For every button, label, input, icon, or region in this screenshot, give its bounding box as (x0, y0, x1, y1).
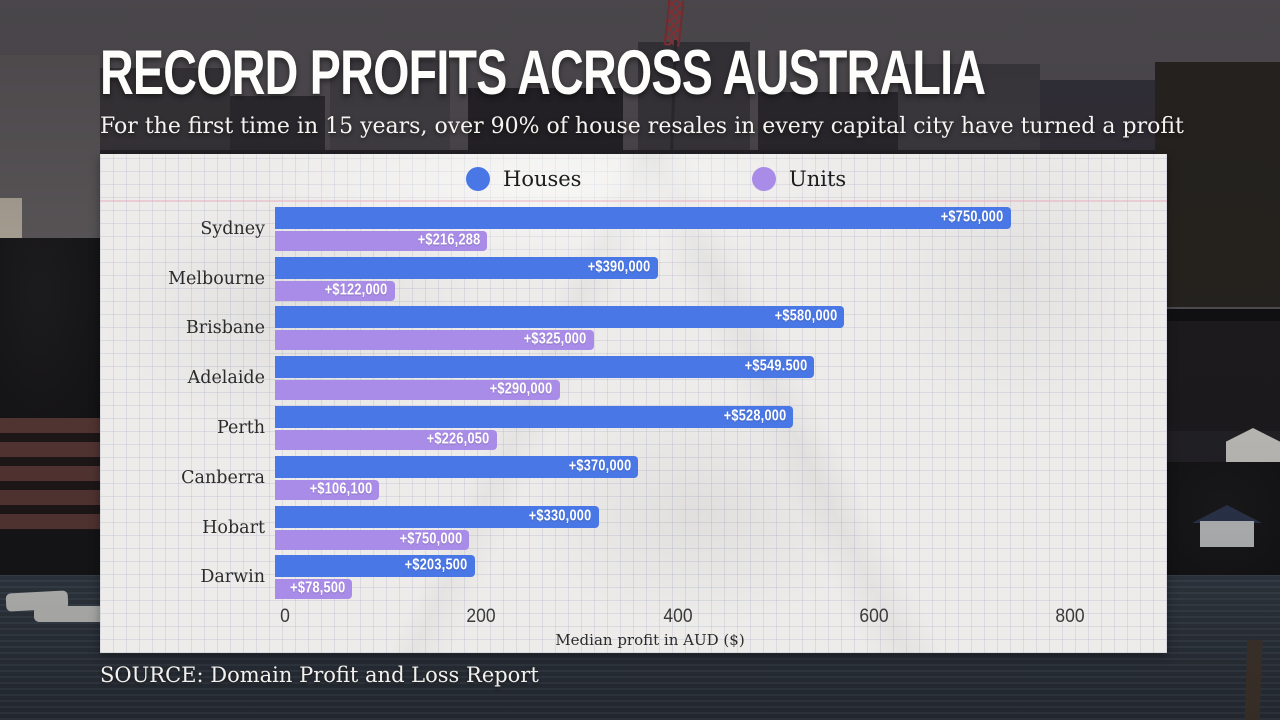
bar-houses-canberra: +$370,000 (275, 455, 639, 478)
bar-units-sydney: +$216,288 (275, 230, 488, 251)
bar-units-perth: +$226,050 (275, 430, 497, 451)
units-legend-swatch (752, 167, 776, 191)
x-tick: 800 (1055, 606, 1085, 627)
chart-rows: Sydney +$750,000 +$216,288 Melbourne +$390,0… (100, 204, 1167, 602)
city-building (330, 60, 450, 156)
city-building (230, 96, 325, 156)
city-building (100, 68, 230, 156)
bar-houses-darwin: +$203,500 (275, 555, 475, 578)
chart-row: Adelaide +$549.500 +$290,000 (100, 353, 1167, 403)
paper-margin-line (100, 200, 1167, 202)
chart-row: Perth +$528,000 +$226,050 (100, 403, 1167, 453)
city-building (468, 88, 623, 156)
category-label-perth: Perth (216, 418, 265, 439)
chart-row: Canberra +$370,000 +$106,100 (100, 453, 1167, 503)
x-tick: 200 (466, 606, 496, 627)
chart-row: Sydney +$750,000 +$216,288 (100, 204, 1167, 254)
right-pavilion (1200, 521, 1254, 547)
bar-value-label: +$390,000 (588, 258, 651, 276)
bar-houses-melbourne: +$390,000 (275, 256, 658, 279)
left-trees (0, 238, 100, 423)
units-legend-label: Units (789, 167, 847, 191)
houses-legend-label: Houses (503, 167, 582, 191)
chart-row: Melbourne +$390,000 +$122,000 (100, 254, 1167, 304)
bar-houses-adelaide: +$549.500 (275, 356, 815, 379)
bar-value-label: +$750,000 (941, 208, 1004, 226)
bar-value-label: +$122,000 (325, 281, 388, 299)
x-axis: 0 200 400 600 800 (280, 606, 1167, 630)
bar-value-label: +$549.500 (744, 357, 808, 375)
bar-units-adelaide: +$290,000 (275, 380, 560, 401)
category-label-darwin: Darwin (200, 567, 265, 588)
x-axis-label: Median profit in AUD ($) (555, 631, 745, 649)
bar-houses-brisbane: +$580,000 (275, 306, 845, 329)
category-label-canberra: Canberra (181, 467, 265, 488)
right-train-band (1155, 307, 1280, 321)
legend-item-houses: Houses (466, 167, 581, 191)
category-label-melbourne: Melbourne (168, 268, 265, 289)
city-building (638, 42, 750, 156)
bar-value-label: +$580,000 (774, 308, 838, 326)
city-building (1040, 80, 1172, 156)
bar-value-label: +$290,000 (489, 380, 553, 398)
chart-panel: Houses Units Sydney +$750,000 +$216,288 Mel… (100, 154, 1167, 653)
bar-units-darwin: +$78,500 (275, 579, 352, 600)
x-tick: 400 (662, 606, 693, 627)
bar-houses-hobart: +$330,000 (275, 505, 599, 528)
page-title: RECORD PROFITS ACROSS AUSTRALIA (100, 38, 986, 108)
subtitle: For the first time in 15 years, over 90%… (100, 114, 1184, 139)
bar-houses-sydney: +$750,000 (275, 206, 1011, 229)
right-suburb (1155, 321, 1280, 431)
x-tick: 600 (859, 606, 889, 627)
category-label-hobart: Hobart (202, 517, 265, 538)
bar-value-label: +$370,000 (568, 457, 632, 475)
bar-value-label: +$216,288 (417, 231, 481, 249)
category-label-adelaide: Adelaide (187, 368, 265, 389)
city-building (758, 92, 900, 156)
bar-value-label: +$750,000 (399, 530, 463, 548)
bar-units-melbourne: +$122,000 (275, 280, 395, 301)
chart-row: Brisbane +$580,000 +$325,000 (100, 304, 1167, 354)
source-text: SOURCE: Domain Profit and Loss Report (100, 663, 539, 687)
bar-houses-perth: +$528,000 (275, 406, 794, 429)
chart-row: Darwin +$203,500 +$78,500 (100, 553, 1167, 603)
bar-value-label: +$203,500 (405, 557, 468, 575)
category-label-brisbane: Brisbane (185, 318, 265, 339)
bar-value-label: +$78,500 (289, 580, 345, 598)
bar-value-label: +$106,100 (309, 480, 373, 498)
city-building (898, 64, 1040, 156)
bar-units-canberra: +$106,100 (275, 479, 380, 500)
category-label-sydney: Sydney (200, 218, 265, 239)
left-red-building (0, 418, 100, 538)
chart-row: Hobart +$330,000 +$750,000 (100, 503, 1167, 553)
legend-item-units: Units (752, 167, 846, 191)
boat (34, 606, 106, 622)
bar-value-label: +$528,000 (723, 407, 787, 425)
bar-value-label: +$330,000 (529, 507, 592, 525)
bar-value-label: +$226,050 (427, 430, 490, 448)
x-tick: 0 (280, 606, 290, 627)
right-lit-tower (1155, 62, 1280, 307)
bar-value-label: +$325,000 (524, 331, 587, 349)
bar-units-hobart: +$750,000 (275, 529, 470, 550)
houses-legend-swatch (466, 167, 490, 191)
bar-units-brisbane: +$325,000 (275, 330, 594, 351)
